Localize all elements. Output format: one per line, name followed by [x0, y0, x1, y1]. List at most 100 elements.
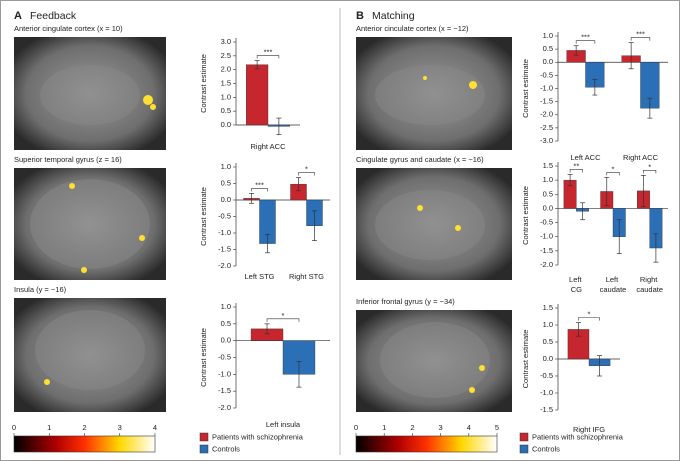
error-bar [573, 45, 579, 56]
region-title: Insula (y = −16) [14, 285, 67, 294]
y-tick-label: -3.0 [540, 136, 553, 145]
colorbar-tick-label: 3 [439, 423, 443, 432]
error-bar [575, 322, 581, 337]
y-axis-label: Contrast estimate [521, 186, 530, 245]
colorbar-tick-label: 1 [382, 423, 386, 432]
significance-bracket [256, 55, 280, 59]
region-title: Anterior cinculate cortex (x = −12) [356, 24, 469, 33]
y-tick-label: 1.0 [543, 175, 553, 184]
x-tick-label: Left ACC [570, 153, 601, 162]
y-tick-label: -0.5 [540, 70, 553, 79]
x-tick-label: Left STG [244, 272, 274, 281]
y-tick-label: 0.0 [543, 354, 553, 363]
colorbar-tick-label: 2 [410, 423, 414, 432]
error-bar [264, 323, 270, 335]
colorbar-tick-label: 2 [82, 423, 86, 432]
y-tick-label: -0.5 [540, 371, 553, 380]
significance-bracket [575, 40, 596, 44]
significance-label: *** [255, 180, 264, 189]
legend-label: Patients with schizophrenia [532, 432, 624, 441]
y-tick-label: 1.0 [221, 302, 231, 311]
brain-images [14, 37, 512, 412]
significance-bracket [266, 318, 300, 322]
region-title: Anterior cingulate cortex (x = 10) [14, 24, 123, 33]
x-tick-label: Left caudate [600, 275, 627, 294]
y-tick-label: 1.0 [221, 162, 231, 171]
y-tick-label: 3.0 [221, 37, 231, 46]
legend-label: Patients with schizophrenia [212, 432, 304, 441]
region-title: Superior temporal gyrus (z = 16) [14, 155, 122, 164]
y-tick-label: -2.5 [540, 123, 553, 132]
significance-label: *** [264, 48, 273, 57]
significance-bracket [569, 169, 583, 173]
significance-label: * [648, 162, 651, 171]
significance-label: ** [573, 161, 579, 170]
significance-label: * [282, 311, 285, 320]
y-tick-label: -1.0 [540, 388, 553, 397]
y-tick-label: -1.0 [218, 228, 231, 237]
y-tick-label: -1.5 [218, 244, 231, 253]
y-tick-label: -2.0 [218, 403, 231, 412]
colorbar-tick-label: 4 [153, 423, 157, 432]
error-bar [604, 176, 610, 206]
y-tick-label: -1.0 [218, 369, 231, 378]
panel-a: A Feedback [14, 10, 77, 22]
error-bar [276, 117, 282, 136]
panel-letter: B [356, 10, 364, 22]
error-bar [264, 233, 270, 254]
colorbar-tick-label: 0 [12, 423, 16, 432]
y-tick-label: -2.0 [218, 261, 231, 270]
significance-label: * [588, 310, 591, 319]
y-tick-label: -2.0 [540, 110, 553, 119]
colorbar [355, 435, 498, 453]
y-tick-label: -0.5 [218, 211, 231, 220]
y-tick-label: -0.5 [540, 218, 553, 227]
y-tick-label: 0.5 [543, 337, 553, 346]
legend-swatch [519, 432, 529, 442]
y-tick-label: 0.5 [543, 44, 553, 53]
y-tick-label: 0.0 [221, 336, 231, 345]
significance-label: * [612, 164, 615, 173]
bar [246, 64, 269, 126]
panel-title: Feedback [30, 10, 77, 22]
y-tick-label: 1.5 [543, 303, 553, 312]
error-bar [311, 210, 317, 241]
y-axis-label: Contrast estimate [521, 330, 530, 389]
error-bar [597, 355, 603, 377]
error-bar [567, 174, 573, 187]
panel-b: B Matching [356, 10, 415, 22]
y-axis-label: Contrast estimate [199, 187, 208, 246]
significance-bracket [251, 188, 268, 192]
y-tick-label: 0.0 [221, 195, 231, 204]
x-tick-label: Left insula [266, 420, 301, 429]
y-tick-label: 0.5 [543, 189, 553, 198]
significance-bracket [630, 37, 651, 41]
legend-swatch [199, 432, 209, 442]
panel-letter: A [14, 10, 22, 22]
y-axis-label: Contrast estimate [521, 59, 530, 118]
y-tick-label: 0.5 [221, 106, 231, 115]
colorbar-tick-label: 3 [118, 423, 122, 432]
y-tick-label: -1.5 [540, 405, 553, 414]
legend-label: Controls [212, 444, 240, 453]
error-bar [296, 177, 302, 192]
significance-label: * [305, 165, 308, 174]
error-bar [647, 97, 653, 119]
legend-swatch [199, 444, 209, 454]
x-tick-label: Right STG [289, 272, 324, 281]
error-bar [254, 60, 260, 70]
colorbar-tick-label: 1 [47, 423, 51, 432]
y-tick-label: -0.5 [218, 352, 231, 361]
y-axis-label: Contrast estimate [199, 328, 208, 387]
y-tick-label: 2.0 [221, 65, 231, 74]
colorbar-tick-label: 4 [467, 423, 471, 432]
x-tick-label: Right ACC [623, 153, 659, 162]
y-tick-label: 0.5 [221, 178, 231, 187]
y-tick-label: 0.0 [543, 203, 553, 212]
colorbar-tick-label: 0 [354, 423, 358, 432]
legend-label: Controls [532, 444, 560, 453]
y-tick-label: 1.0 [543, 31, 553, 40]
panel-title: Matching [372, 10, 415, 22]
y-tick-label: 0.5 [221, 319, 231, 328]
